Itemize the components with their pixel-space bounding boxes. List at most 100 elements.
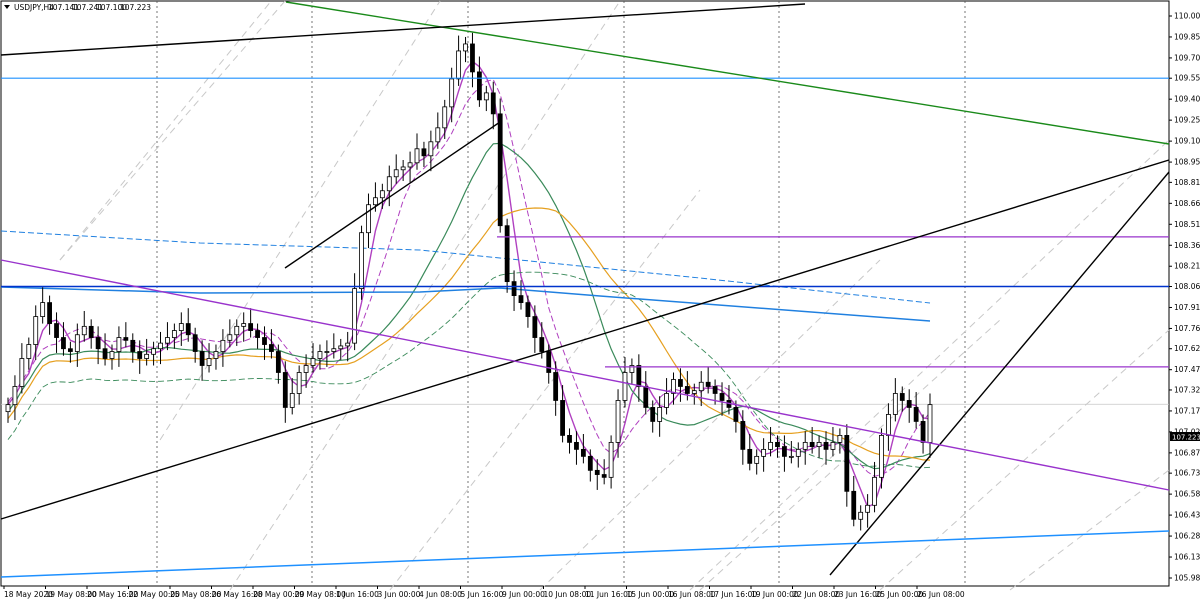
time-tick-label: 20 May 16:00 (87, 590, 139, 599)
time-tick-label: 23 Jun 16:00 (834, 590, 882, 599)
price-tick-label: 106.580 (1174, 490, 1200, 499)
candle-body (594, 469, 600, 475)
price-tick-label: 109.405 (1174, 95, 1200, 104)
candle-body (95, 337, 101, 350)
price-tick-label: 109.700 (1174, 53, 1200, 62)
price-tick-label: 109.555 (1174, 74, 1200, 83)
candle-body (747, 448, 753, 464)
candle-body (206, 358, 212, 366)
candle-body (241, 323, 247, 327)
candle-body (352, 288, 358, 344)
candle-body (906, 400, 912, 408)
ma-fast-line (7, 60, 931, 508)
time-tick-label: 26 Jun 08:00 (917, 590, 965, 599)
price-tick-label: 109.105 (1174, 137, 1200, 146)
price-tick-label: 108.065 (1174, 282, 1200, 291)
candle-body (192, 334, 198, 352)
price-axis: 110.000 109.850 109.700 109.555 109.405 109.2… (1169, 11, 1200, 583)
candle-body (40, 302, 46, 317)
price-tick-label: 109.850 (1174, 32, 1200, 41)
candle-body (171, 330, 177, 338)
candle-body (574, 441, 579, 450)
open-value: 107.141 (48, 3, 79, 12)
dropdown-triangle-icon[interactable] (4, 5, 10, 9)
candle-body (5, 404, 11, 413)
candle-body (684, 386, 690, 394)
candle-body (608, 441, 614, 478)
candle-body (712, 386, 718, 394)
candle-body (920, 421, 926, 443)
candle-body (255, 330, 260, 338)
candle-body (213, 351, 219, 359)
ma-blue-dashed-line (0, 230, 931, 304)
price-tick-label: 108.810 (1174, 178, 1200, 187)
candle-body (185, 323, 191, 336)
candle-body (691, 390, 697, 394)
candle-body (366, 204, 371, 234)
candle-body (338, 345, 344, 350)
candle-body (629, 365, 635, 373)
candle-body (476, 71, 482, 101)
price-tick-label: 108.955 (1174, 158, 1200, 167)
candle-body (386, 176, 392, 192)
candle-body (123, 337, 129, 341)
time-tick-label: 5 Jun 16:00 (461, 590, 504, 599)
time-tick-label: 11 Jun 16:00 (585, 590, 633, 599)
channel-lower-line (0, 159, 1170, 520)
price-tick-label: 108.360 (1174, 241, 1200, 250)
candle-body (102, 348, 108, 359)
price-tick-label: 106.280 (1174, 532, 1200, 541)
candle-body (449, 78, 455, 108)
price-tick-label: 109.255 (1174, 116, 1200, 125)
diagonal-guides (59, 0, 1170, 591)
candle-body (851, 490, 857, 520)
candle-body (678, 379, 683, 387)
candle-body (802, 441, 808, 450)
channel-mid-line (284, 121, 501, 269)
candle-body (88, 325, 94, 338)
candle-body (511, 281, 517, 296)
candle-body (664, 393, 669, 408)
candle-body (601, 474, 607, 478)
time-tick-label: 22 Jun 08:00 (793, 590, 841, 599)
candle-body (615, 400, 621, 443)
candle-body (310, 358, 316, 366)
current-price-tag: 107.223 (1170, 432, 1200, 442)
candle-body (560, 400, 565, 436)
price-tick-label: 107.470 (1174, 365, 1200, 374)
blue-support-line (0, 530, 1170, 578)
candle-body (698, 381, 704, 392)
close-value: 107.223 (120, 3, 151, 12)
candle-body (546, 351, 552, 373)
diagonal-guide-line (699, 319, 1001, 591)
candle-body (504, 225, 510, 283)
candle-body (733, 407, 739, 422)
candle-body (671, 379, 676, 394)
candle-body (373, 197, 378, 206)
candle-body (643, 386, 649, 408)
candle-body (761, 448, 767, 457)
time-tick-label: 26 May 16:00 (212, 590, 264, 599)
candle-body (393, 169, 399, 178)
candle-body (483, 92, 489, 101)
candle-body (657, 407, 663, 422)
diagonal-guide-line (1009, 469, 1170, 591)
candle-body (587, 455, 593, 471)
candles (5, 32, 933, 531)
time-tick-label: 19 Jun 00:00 (751, 590, 799, 599)
time-tick-label: 9 Jun 00:00 (502, 590, 545, 599)
candle-body (650, 407, 656, 422)
time-tick-label: 3 Jun 00:00 (378, 590, 421, 599)
candle-body (539, 337, 545, 352)
candle-body (54, 323, 59, 338)
candle-body (740, 421, 746, 450)
high-value: 107.241 (72, 3, 103, 12)
candle-body (81, 325, 87, 336)
candle-body (490, 92, 496, 115)
purple-trend-line (0, 259, 1170, 491)
candle-body (913, 407, 919, 422)
price-tick-label: 108.660 (1174, 199, 1200, 208)
candle-body (262, 337, 267, 345)
candle-body (407, 162, 413, 168)
